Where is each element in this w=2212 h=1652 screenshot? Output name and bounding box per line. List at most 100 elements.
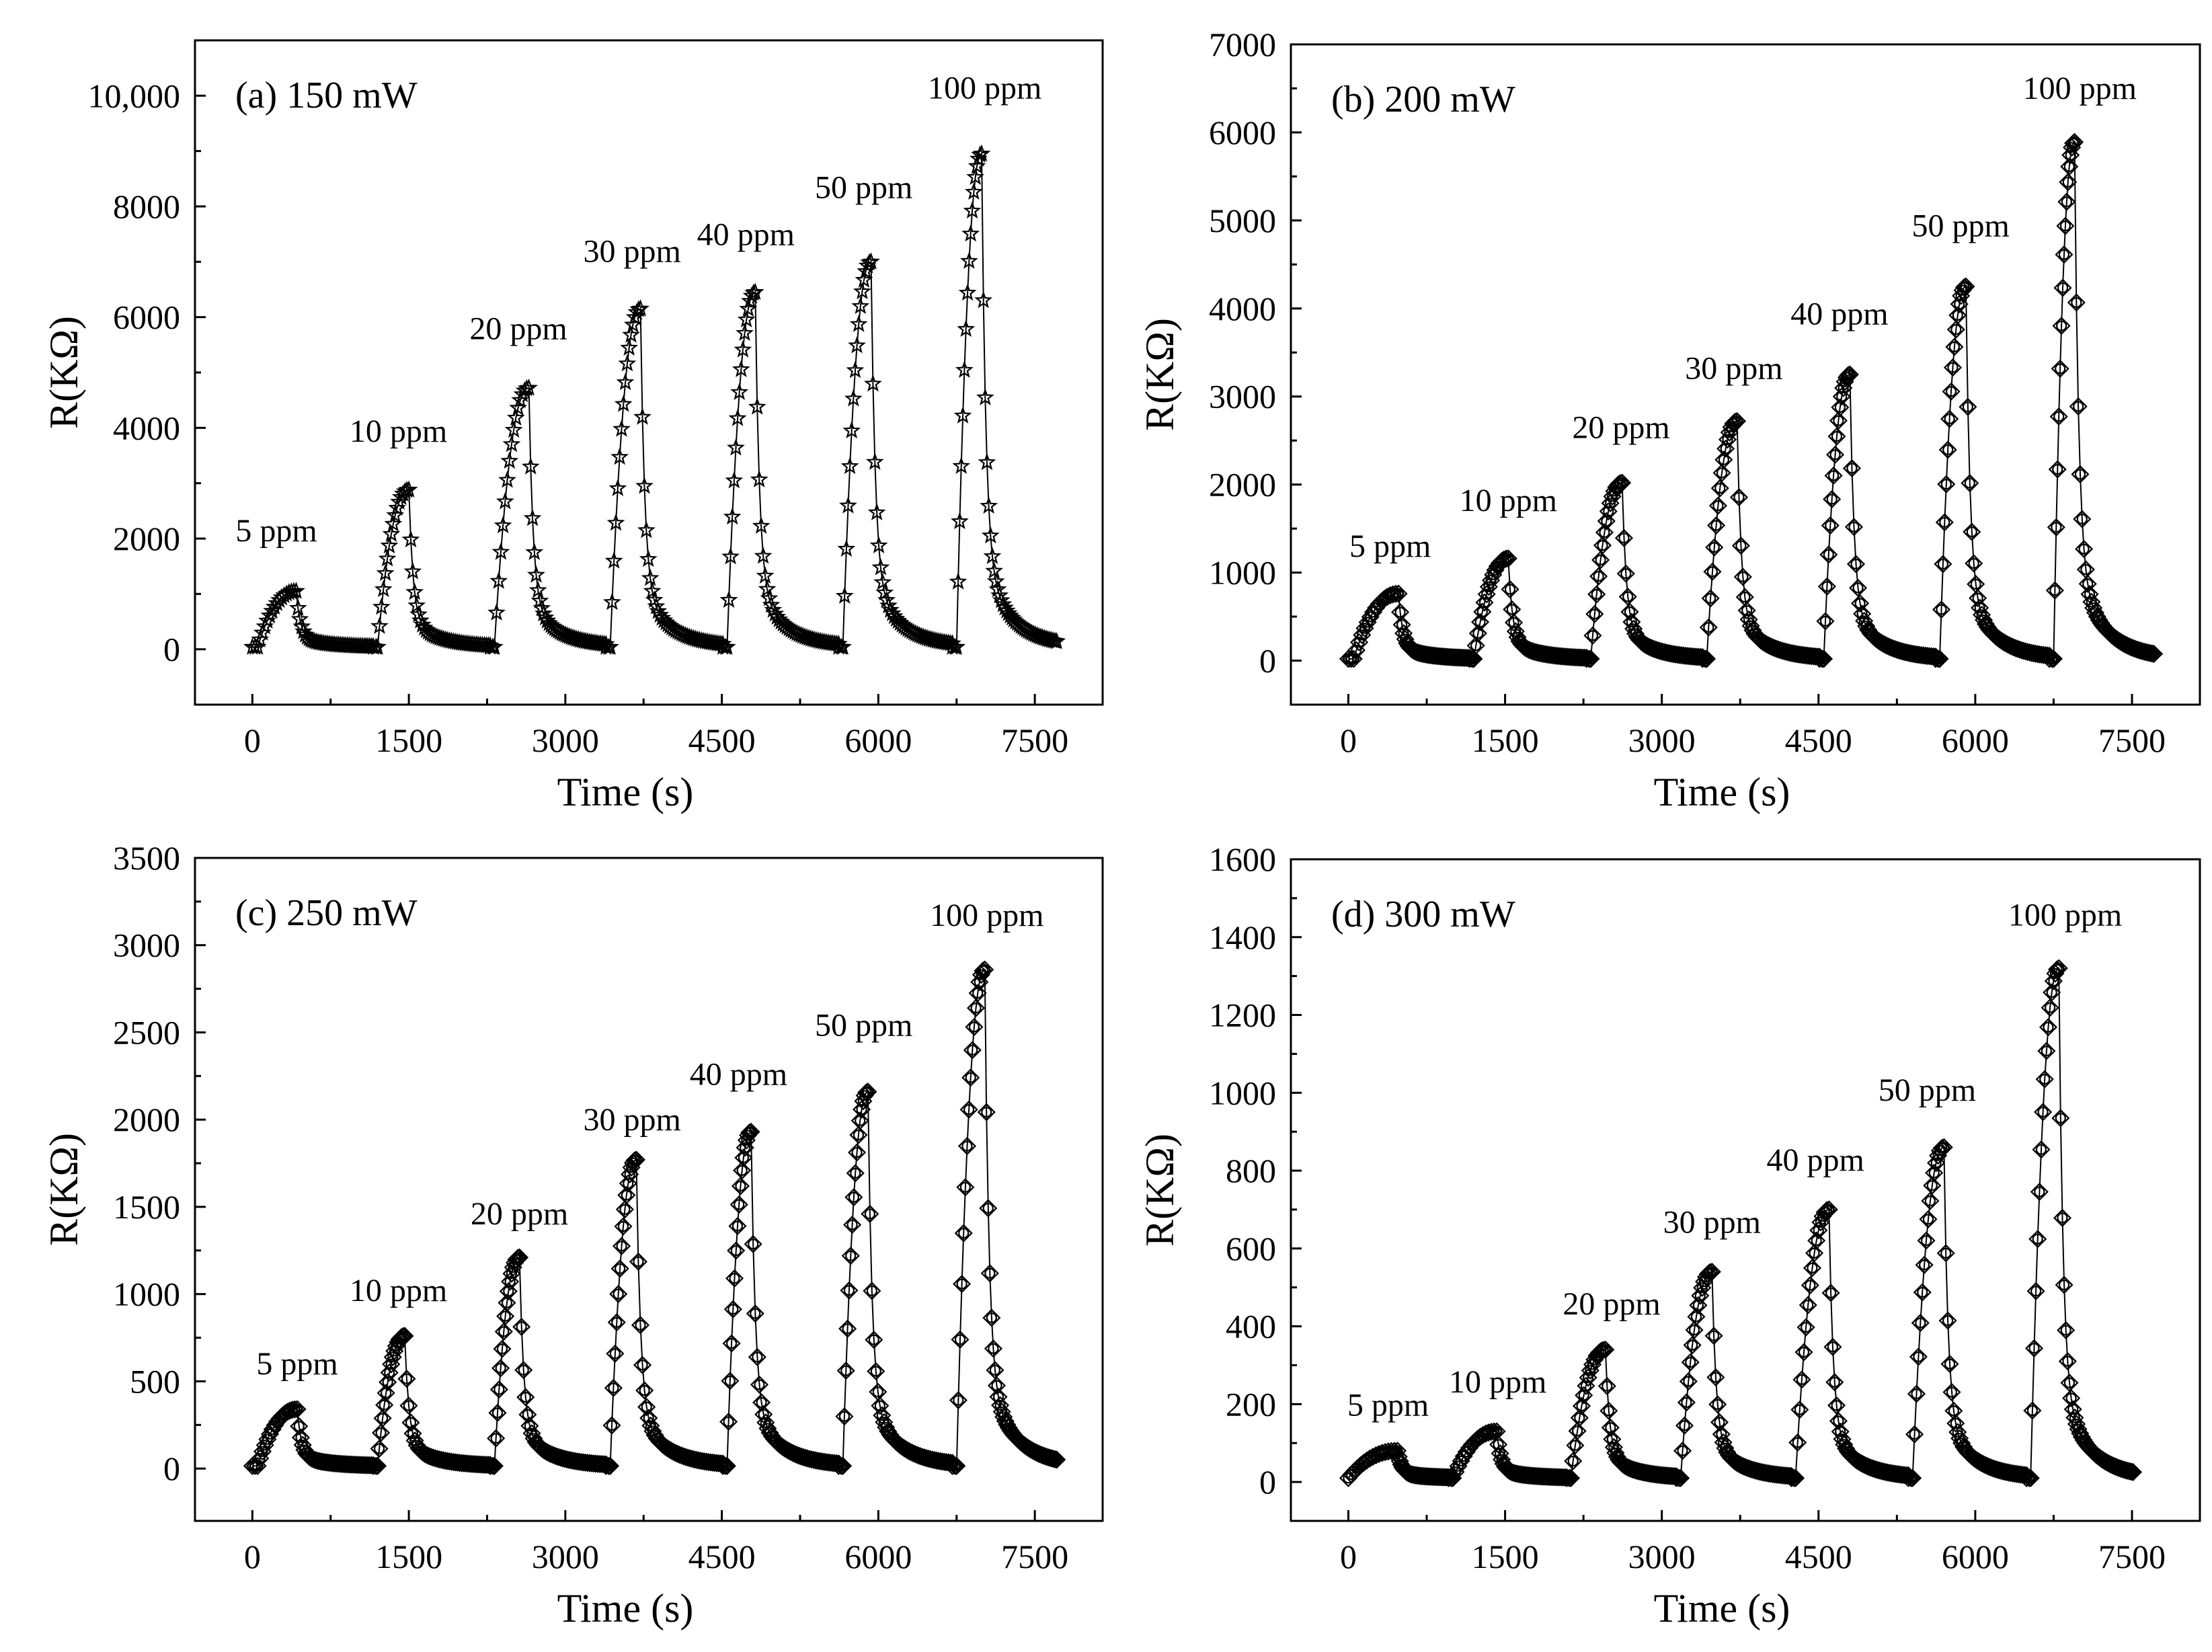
marker-circle <box>740 1142 751 1154</box>
marker-diamond <box>1474 1425 1493 1444</box>
marker-circle <box>2041 1045 2052 1057</box>
data-point <box>2034 1103 2053 1122</box>
concentration-label: 5 ppm <box>1347 1388 1429 1423</box>
data-point <box>1917 1231 1936 1250</box>
marker-diamond <box>1702 1262 1721 1282</box>
data-point <box>951 1330 970 1349</box>
marker-circle <box>2148 648 2160 660</box>
data-point <box>2055 1275 2073 1294</box>
marker-circle <box>1708 542 1720 553</box>
marker-diamond <box>1827 427 1846 446</box>
marker-circle <box>1911 1388 1922 1400</box>
marker-diamond <box>865 1331 883 1349</box>
marker-diamond <box>721 1372 740 1390</box>
data-point-star <box>727 438 745 456</box>
data-point <box>1731 537 1750 555</box>
marker-diamond <box>2024 1339 2044 1358</box>
data-point <box>1591 551 1610 569</box>
data-point <box>633 1355 652 1374</box>
marker-diamond <box>1704 1327 1723 1345</box>
marker-circle <box>974 976 985 988</box>
y-tick-label: 1600 <box>1209 840 1276 878</box>
marker-diamond <box>976 960 994 979</box>
marker-circle <box>1677 1445 1688 1456</box>
data-point <box>733 1161 752 1180</box>
marker-diamond <box>1454 1447 1473 1466</box>
y-tick-label: 1000 <box>1209 554 1276 592</box>
marker-diamond <box>364 1456 383 1475</box>
y-tick-label: 3000 <box>113 927 180 964</box>
concentration-label: 40 ppm <box>1766 1142 1864 1178</box>
marker-diamond <box>1699 618 1718 637</box>
marker-circle <box>1616 477 1628 489</box>
marker-circle <box>1850 558 1862 570</box>
marker-diamond <box>1505 613 1524 632</box>
marker-diamond <box>2055 245 2073 264</box>
marker-diamond <box>1821 516 1840 535</box>
marker-circle <box>1051 1454 1062 1466</box>
data-point <box>2071 465 2090 483</box>
marker-circle <box>1591 588 1602 600</box>
marker-circle <box>518 1364 529 1376</box>
marker-diamond <box>1803 1259 1822 1277</box>
data-point-star <box>372 597 391 615</box>
marker-diamond <box>846 1164 865 1183</box>
marker-diamond <box>629 1252 648 1271</box>
marker-circle <box>2069 1412 2080 1423</box>
marker-diamond <box>1819 545 1838 564</box>
marker-diamond <box>1596 1340 1615 1359</box>
marker-diamond <box>1673 1442 1692 1460</box>
marker-diamond <box>2017 1468 2036 1487</box>
marker-circle <box>959 1181 971 1193</box>
marker-diamond <box>1915 1255 1934 1274</box>
marker-diamond <box>728 1216 747 1236</box>
marker-diamond <box>510 1248 529 1267</box>
data-point-star <box>976 388 994 405</box>
data-point <box>1464 650 1483 668</box>
data-point-star <box>618 354 637 372</box>
data-point <box>1616 564 1635 583</box>
data-point <box>2069 397 2088 416</box>
data-point-star <box>649 602 668 619</box>
marker-diamond <box>1905 1425 1924 1444</box>
data-point <box>859 1083 877 1101</box>
concentration-label: 10 ppm <box>350 1273 447 1308</box>
marker-circle <box>506 1268 518 1280</box>
marker-circle <box>1585 653 1597 665</box>
marker-circle <box>524 1420 536 1431</box>
marker-diamond <box>1667 1468 1686 1487</box>
marker-circle <box>868 1334 879 1345</box>
marker-circle <box>1714 1417 1725 1428</box>
marker-circle <box>1392 588 1405 600</box>
data-point <box>965 1017 984 1036</box>
concentration-label: 40 ppm <box>690 1056 787 1092</box>
concentration-label: 20 ppm <box>469 311 567 347</box>
marker-circle <box>495 1362 506 1374</box>
marker-circle <box>1587 630 1599 641</box>
data-point <box>731 1177 750 1195</box>
data-point <box>1827 427 1846 446</box>
marker-diamond <box>1466 636 1485 655</box>
marker-diamond <box>1829 1411 1848 1431</box>
data-point <box>613 1236 631 1255</box>
concentration-label: 30 ppm <box>1663 1205 1761 1241</box>
concentration-label: 100 ppm <box>2008 897 2122 933</box>
panel-d-300mw: 0 1500 3000 4500 6000 7500 0 200 400 600 800 1000 12… <box>1138 840 2201 1630</box>
data-point-star <box>719 590 738 608</box>
y-axis-title: R(KΩ) <box>42 316 86 429</box>
x-tick-label: 3000 <box>1628 1538 1696 1575</box>
data-point-star <box>287 582 306 599</box>
concentration-label: 30 ppm <box>584 233 681 269</box>
data-point-star <box>734 340 752 358</box>
marker-circle <box>1825 1287 1837 1299</box>
marker-circle <box>734 1199 745 1210</box>
marker-circle <box>724 1375 736 1386</box>
data-point <box>1823 489 1842 509</box>
data-point <box>2045 581 2064 600</box>
marker-diamond <box>1737 601 1756 620</box>
data-point-star <box>957 319 976 338</box>
data-point <box>2035 1070 2054 1089</box>
data-point-star <box>863 374 882 392</box>
data-point <box>846 1164 865 1183</box>
data-point <box>947 1456 966 1475</box>
